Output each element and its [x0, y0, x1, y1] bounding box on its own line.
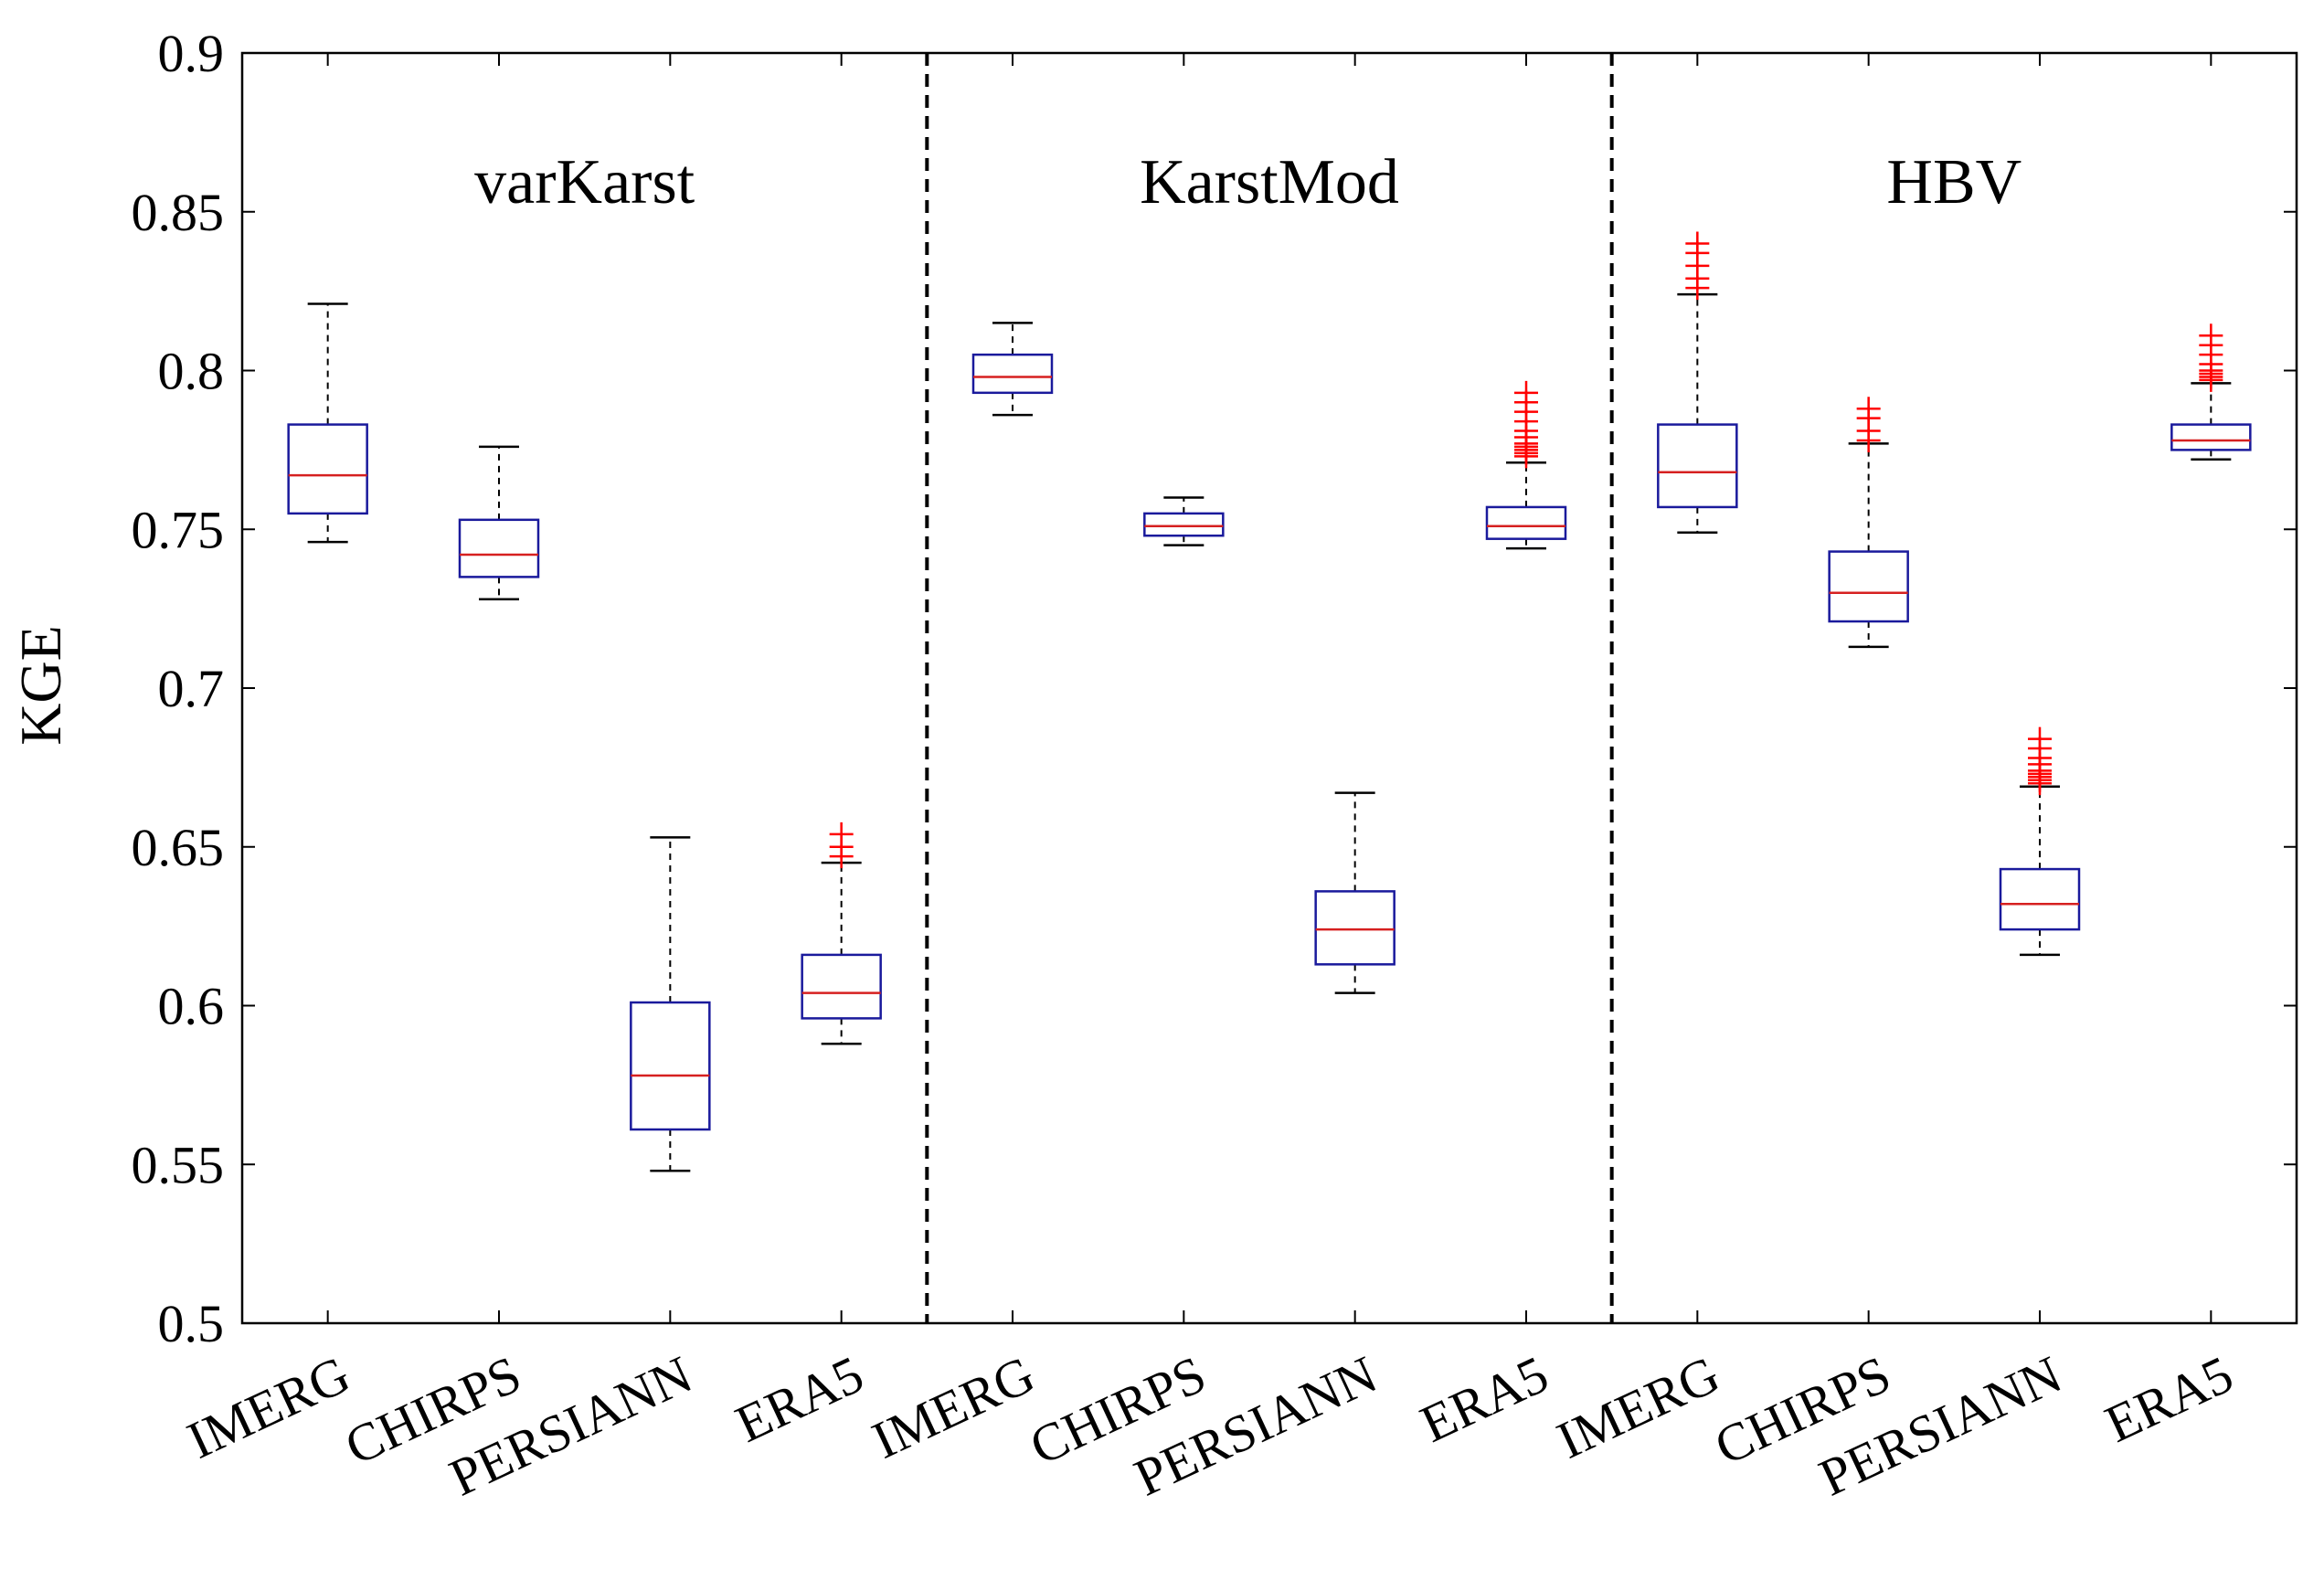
box-karstmod-era5	[1485, 380, 1567, 550]
x-tick-label: ERA5	[727, 1344, 872, 1454]
box-karstmod-chirps	[1143, 496, 1225, 546]
box-varkarst-chirps	[458, 445, 540, 600]
x-tick-label: IMERG	[864, 1344, 1044, 1470]
group-label: KarstMod	[1140, 147, 1399, 217]
y-tick-label: 0.65	[132, 818, 225, 877]
outlier-marker	[1514, 380, 1538, 405]
box-karstmod-imerg	[971, 322, 1054, 417]
x-tick-label: ERA5	[1412, 1344, 1557, 1454]
box-iqr	[2170, 423, 2252, 451]
x-tick-label: ERA5	[2096, 1344, 2242, 1454]
box-hbv-chirps	[1828, 397, 1909, 649]
box-layer	[287, 231, 2252, 1172]
box-varkarst-era5	[801, 822, 882, 1045]
box-iqr	[630, 1001, 711, 1131]
box-hbv-persiann	[1999, 726, 2081, 957]
box-varkarst-persiann	[630, 836, 711, 1172]
x-tick-label: IMERG	[1548, 1344, 1728, 1470]
plot-frame	[240, 51, 2298, 1325]
box-iqr	[1999, 867, 2081, 931]
y-tick-label: 0.85	[132, 183, 225, 242]
box-iqr	[1143, 512, 1225, 537]
y-tick-label: 0.75	[132, 500, 225, 559]
group-label: varKarst	[474, 147, 695, 217]
group-separators	[925, 53, 1614, 1323]
label-layer: 0.50.550.60.650.70.750.80.850.9IMERGCHIR…	[132, 24, 2242, 1508]
x-tick-label: IMERG	[178, 1344, 358, 1470]
y-tick-label: 0.9	[158, 24, 225, 83]
outlier-marker	[2199, 323, 2223, 348]
box-iqr	[287, 423, 368, 515]
box-hbv-imerg	[1657, 231, 1738, 534]
outlier-marker	[1685, 231, 1710, 256]
box-iqr	[458, 518, 540, 578]
y-axis-label: KGE	[8, 625, 73, 746]
box-iqr	[971, 353, 1054, 395]
y-tick-label: 0.6	[158, 977, 225, 1036]
box-iqr	[1485, 505, 1567, 540]
box-karstmod-persiann	[1314, 791, 1395, 994]
outlier-marker	[2028, 726, 2052, 751]
y-tick-label: 0.8	[158, 342, 225, 401]
box-iqr	[801, 953, 882, 1020]
y-tick-label: 0.55	[132, 1135, 225, 1194]
box-iqr	[1828, 550, 1909, 623]
y-tick-label: 0.7	[158, 659, 225, 718]
outlier-marker	[829, 822, 854, 846]
y-tick-label: 0.5	[158, 1294, 225, 1353]
outlier-marker	[1856, 397, 1881, 421]
box-iqr	[1314, 890, 1395, 966]
box-iqr	[1657, 423, 1738, 509]
box-hbv-era5	[2170, 323, 2252, 461]
group-label: HBV	[1886, 147, 2022, 217]
box-varkarst-imerg	[287, 302, 368, 544]
plot-frame-layer	[240, 51, 2298, 1325]
